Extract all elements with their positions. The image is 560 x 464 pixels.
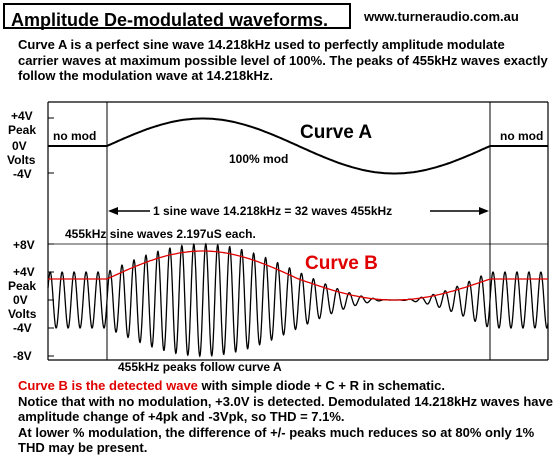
description-line-1-rest: with simple diode + C + R in schematic. bbox=[197, 378, 445, 393]
carrier-waveform bbox=[47, 242, 549, 358]
axis-label-peak: Peak bbox=[8, 123, 37, 137]
axis-label-0v-b: 0V bbox=[13, 293, 28, 307]
description-line-3: At lower % modulation, the difference of… bbox=[18, 424, 535, 456]
axis-label-volts-b: Volts bbox=[8, 307, 37, 321]
page-title: Amplitude De-modulated waveforms. bbox=[11, 10, 329, 30]
axis-label-0v: 0V bbox=[12, 139, 27, 153]
axis-label-peak-b: Peak bbox=[8, 279, 37, 293]
description-line-2: Notice that with no modulation, +3.0V is… bbox=[18, 393, 553, 425]
carrier-header-label: 455kHz sine waves 2.197uS each. bbox=[65, 227, 256, 241]
website-label: www.turneraudio.com.au bbox=[364, 9, 519, 24]
axis-label-minus8v: -8V bbox=[13, 349, 32, 363]
description-highlight: Curve B is the detected wave bbox=[18, 378, 198, 393]
curve-a bbox=[106, 117, 491, 175]
axis-label-volts: Volts bbox=[7, 153, 36, 167]
axis-label-minus4v: -4V bbox=[13, 167, 32, 181]
span-arrow-left-head bbox=[108, 207, 118, 215]
no-mod-left-label: no mod bbox=[53, 129, 97, 143]
curve-b bbox=[48, 250, 548, 301]
span-arrow-right-head bbox=[479, 207, 489, 215]
curve-a-label: Curve A bbox=[300, 122, 373, 143]
span-label: 1 sine wave 14.218kHz = 32 waves 455kHz bbox=[153, 204, 393, 218]
axis-label-plus4v: +4V bbox=[11, 109, 33, 123]
intro-paragraph: Curve A is a perfect sine wave 14.218kHz… bbox=[18, 37, 548, 83]
axis-label-plus4v-b: +4V bbox=[13, 265, 35, 279]
curve-b-label: Curve B bbox=[305, 253, 378, 274]
no-mod-right-label: no mod bbox=[500, 129, 544, 143]
axis-label-plus8v: +8V bbox=[13, 238, 35, 252]
mod-percent-label: 100% mod bbox=[229, 152, 289, 166]
description-line-1: Curve B is the detected wave with simple… bbox=[18, 378, 558, 394]
carrier-footer-label: 455kHz peaks follow curve A bbox=[118, 360, 282, 374]
axis-label-minus4v-b: -4V bbox=[13, 321, 32, 335]
title-box: Amplitude De-modulated waveforms. bbox=[3, 3, 351, 30]
description-paragraph: Curve B is the detected wave with simple… bbox=[18, 378, 558, 456]
